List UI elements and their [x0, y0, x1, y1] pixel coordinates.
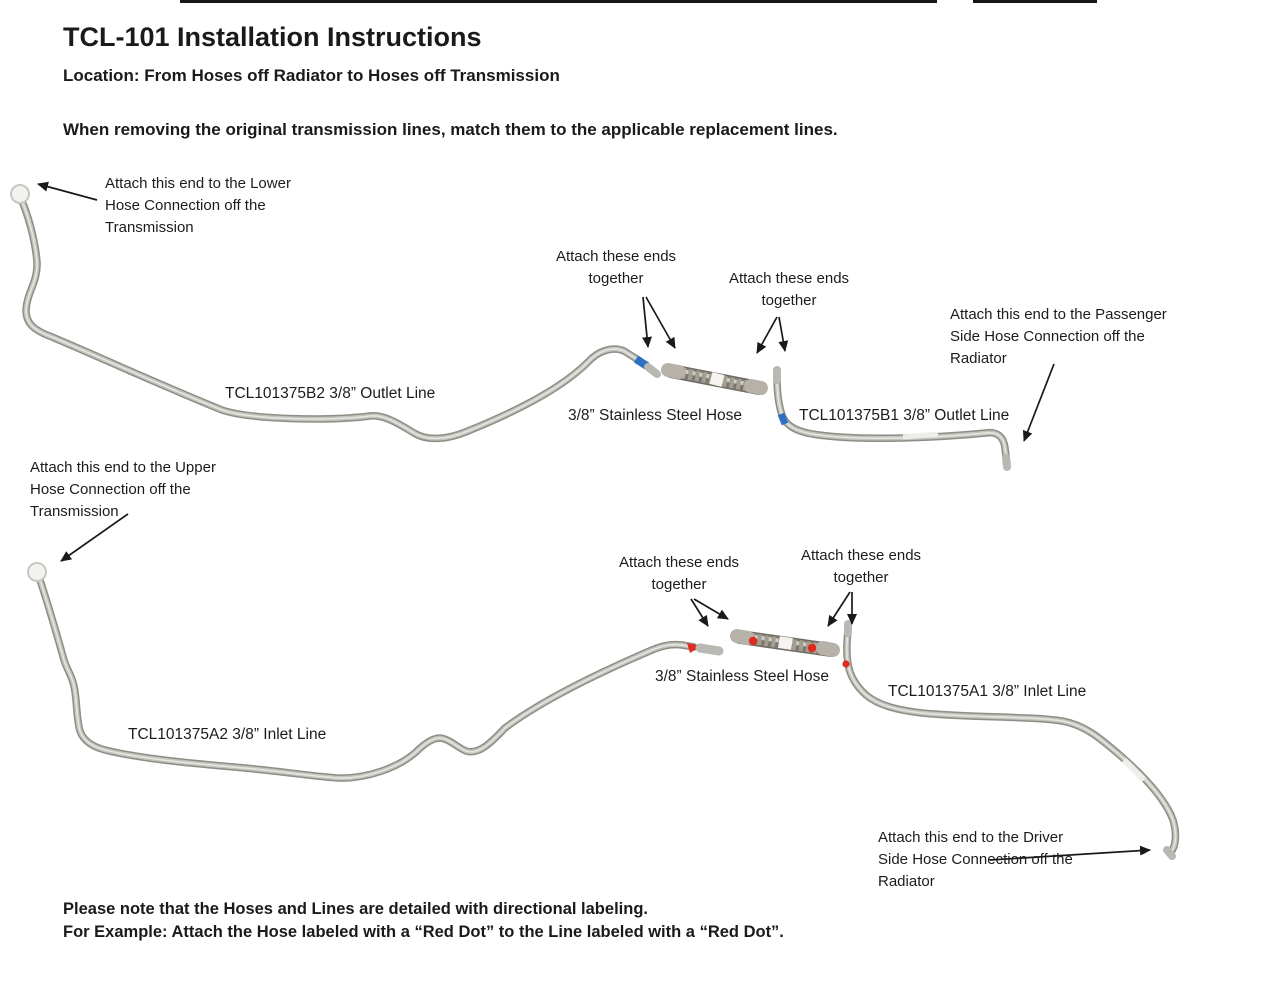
inlet-line-a1 [842, 620, 1176, 860]
note-driver-radiator: Attach this end to the Driver Side Hose … [878, 829, 1073, 890]
transmission-fitting-upper [27, 562, 47, 582]
hose-lower-white-band [778, 636, 793, 650]
transmission-fitting-lower [10, 184, 30, 204]
arrow-attach-lower-1b [693, 598, 729, 620]
note-attach-upper-2: Attach these ends together [728, 270, 850, 309]
stainless-hose-lower [730, 629, 840, 657]
a1-open-end-bottom [1163, 846, 1176, 860]
label-line-b1: TCL101375B1 3/8” Outlet Line [799, 407, 1010, 424]
arrow-attach-lower-1a [690, 598, 709, 627]
note-passenger-radiator: Attach this end to the Passenger Side Ho… [950, 306, 1167, 367]
footer-note-line2: For Example: Attach the Hose labeled wit… [63, 923, 784, 941]
hose-lower-left-fitting [730, 629, 755, 645]
note-attach-upper-1: Attach these ends together [555, 248, 677, 287]
label-hose-lower: 3/8” Stainless Steel Hose [655, 668, 830, 685]
label-hose-upper: 3/8” Stainless Steel Hose [568, 407, 743, 424]
note-upper-transmission: Attach this end to the Upper Hose Connec… [30, 459, 216, 520]
top-rule-right [973, 0, 1097, 3]
hose-upper-white-band [709, 372, 725, 387]
hose-upper-right-fitting [744, 379, 768, 395]
label-line-a2: TCL101375A2 3/8” Inlet Line [128, 726, 327, 743]
arrow-attach-lower-2a [827, 591, 851, 627]
label-line-b2: TCL101375B2 3/8” Outlet Line [225, 385, 436, 402]
note-attach-lower-1: Attach these ends together [618, 554, 740, 593]
blue-band-b1 [777, 412, 789, 426]
a1-label-band [1121, 757, 1147, 783]
arrow-attach-upper-2b [778, 316, 789, 352]
b2-open-end [644, 363, 661, 378]
arrow-lower-transmission [37, 181, 98, 201]
note-lower-transmission: Attach this end to the Lower Hose Connec… [105, 175, 291, 236]
hose-lower-right-fitting [816, 641, 840, 657]
note-attach-lower-2: Attach these ends together [800, 547, 922, 586]
arrow-driver [989, 845, 1151, 861]
arrow-attach-upper-2a [756, 316, 778, 354]
pointer-arrows [37, 181, 1151, 861]
outlet-line-b1 [773, 366, 1011, 471]
label-line-a1: TCL101375A1 3/8” Inlet Line [888, 683, 1087, 700]
arrow-attach-upper-1b [645, 296, 676, 349]
intro-text: When removing the original transmission … [63, 120, 838, 139]
footer-note-line1: Please note that the Hoses and Lines are… [63, 900, 648, 918]
arrow-passenger [1022, 363, 1055, 442]
a2-open-end [695, 643, 724, 656]
arrow-upper-transmission [60, 513, 129, 562]
hose-upper-left-fitting [661, 363, 686, 379]
top-rule-left [180, 0, 937, 3]
red-dot-hose-right [807, 643, 817, 653]
page-title: TCL-101 Installation Instructions [63, 22, 482, 52]
location-subtitle: Location: From Hoses off Radiator to Hos… [63, 66, 560, 85]
inlet-line-a2 [27, 562, 724, 778]
arrow-attach-upper-1a [642, 296, 652, 348]
b1-label-band [902, 431, 939, 440]
stainless-hose-upper [661, 363, 768, 395]
red-dot-hose-left [748, 636, 758, 646]
red-dot-a1 [842, 660, 850, 668]
outlet-line-b2 [10, 184, 661, 438]
b1-open-end-bottom [1002, 454, 1011, 471]
